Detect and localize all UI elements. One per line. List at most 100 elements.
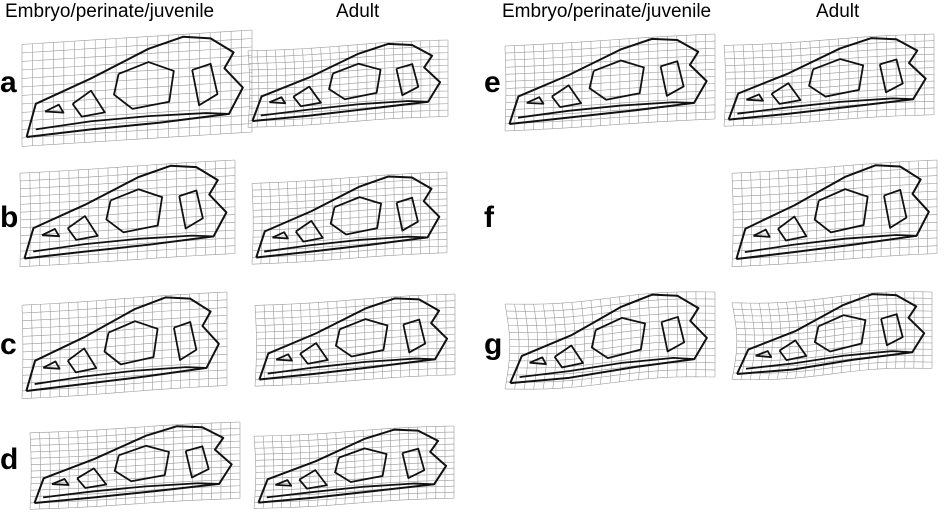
grid-line: [253, 198, 448, 211]
naris-outline: [44, 103, 65, 114]
grid-line: [255, 443, 455, 455]
skull-outline: [258, 297, 449, 381]
grid-line: [256, 340, 456, 353]
row-label-a: a: [0, 66, 17, 99]
grid-line: [247, 116, 449, 128]
grid-line: [22, 354, 228, 368]
antorbital-fenestra-outline: [292, 85, 322, 108]
grid-line: [253, 497, 455, 509]
naris-outline: [269, 96, 287, 105]
grid-line: [21, 89, 253, 105]
grid-line: [725, 60, 935, 73]
grid-line: [21, 106, 253, 122]
grid-line: [20, 245, 236, 260]
grid-line: [21, 305, 24, 399]
grid-line: [254, 491, 455, 503]
skull-outline: [33, 425, 233, 505]
antorbital-fenestra-outline: [299, 342, 329, 365]
antorbital-fenestra-outline: [67, 347, 98, 374]
naris-outline: [275, 479, 293, 487]
grid-line: [22, 361, 228, 376]
grid-line: [736, 335, 933, 349]
temporal-fenestra-outline: [659, 60, 685, 97]
naris-outline: [529, 356, 547, 365]
grid-line: [254, 374, 456, 387]
grid-line: [249, 97, 449, 109]
temporal-fenestra-outline: [178, 189, 204, 230]
antorbital-fenestra-outline: [778, 339, 808, 362]
antorbital-fenestra-outline: [298, 469, 328, 490]
header-right-juvenile: Embryo/perinate/juvenile: [502, 1, 712, 22]
grid-line: [505, 54, 716, 68]
grid-line: [725, 80, 935, 93]
grid-line: [20, 229, 236, 244]
grid-line: [21, 291, 228, 306]
grid-line: [255, 367, 456, 380]
antorbital-fenestra-outline: [67, 215, 99, 241]
skull-grid-a-adult: [247, 39, 449, 130]
temporal-fenestra-outline: [402, 318, 427, 354]
skull-grid-b-adult: [251, 171, 448, 267]
row-label-f: f: [484, 201, 494, 234]
skull-grid-e-adult: [723, 33, 935, 129]
orbit-outline: [113, 61, 175, 110]
grid-line: [256, 354, 456, 367]
grid-line: [504, 291, 716, 305]
naris-outline: [275, 353, 293, 362]
antorbital-fenestra-outline: [770, 82, 802, 105]
grid-line: [21, 97, 253, 113]
grid-line: [732, 245, 938, 260]
grid-line: [735, 348, 933, 361]
jaw-line: [519, 357, 695, 379]
skull-grid-e-juvenile: [504, 33, 716, 134]
row-label-c: c: [0, 328, 17, 361]
grid-line: [508, 312, 716, 326]
skull-outline: [23, 164, 228, 260]
grid-line: [29, 498, 241, 510]
orbit-outline: [113, 444, 170, 483]
grid-line: [723, 114, 935, 127]
orbit-outline: [105, 188, 163, 234]
grid-line: [254, 293, 456, 306]
grid-line: [505, 97, 716, 111]
antorbital-fenestra-outline: [71, 89, 106, 118]
grid-line: [249, 84, 449, 96]
naris-outline: [42, 360, 61, 370]
antorbital-fenestra-outline: [551, 84, 582, 108]
grid-line: [252, 191, 448, 204]
antorbital-fenestra-outline: [777, 215, 808, 242]
jaw-line: [33, 234, 214, 253]
grid-line: [731, 159, 938, 174]
grid-line: [253, 436, 257, 509]
orbit-outline: [334, 318, 389, 358]
jaw-line: [266, 482, 435, 499]
skull-outline: [255, 175, 441, 259]
temporal-fenestra-outline: [184, 445, 210, 479]
jaw-line: [737, 97, 914, 115]
grid-line: [253, 425, 455, 437]
skull-grid-g-adult: [731, 291, 933, 382]
grid-line: [29, 421, 241, 434]
jaw-line: [260, 100, 429, 117]
grid-line: [723, 33, 935, 46]
jaw-line: [43, 482, 220, 499]
orbit-outline: [813, 188, 869, 234]
orbit-outline: [590, 316, 646, 359]
skull-grid-c-juvenile: [21, 291, 228, 402]
grid-line: [733, 222, 938, 236]
header-left-juvenile: Embryo/perinate/juvenile: [5, 1, 215, 22]
grid-line: [725, 53, 935, 66]
skull-diagram: [731, 159, 938, 267]
grid-line: [31, 466, 241, 478]
antorbital-fenestra-outline: [76, 467, 108, 489]
skull-diagram: [29, 421, 241, 510]
grid-line: [22, 299, 228, 314]
naris-outline: [272, 231, 289, 240]
grid-line: [732, 183, 938, 197]
temporal-fenestra-outline: [395, 196, 419, 232]
grid-line: [247, 39, 449, 52]
header-left-adult: Adult: [336, 1, 380, 22]
grid-line: [21, 123, 253, 139]
skull-diagram: [504, 33, 716, 132]
grid-line: [248, 109, 449, 122]
